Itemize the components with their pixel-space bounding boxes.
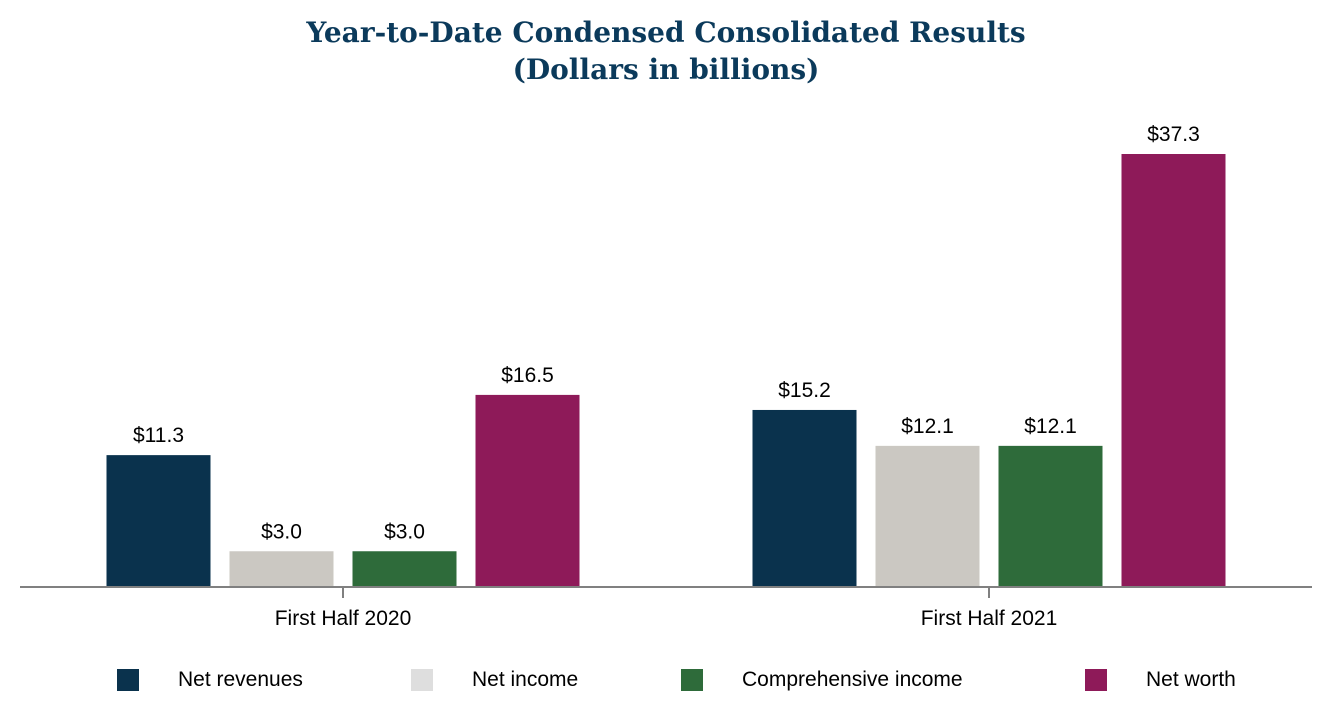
x-tick-label: First Half 2021 xyxy=(921,607,1058,630)
x-tick-label: First Half 2020 xyxy=(275,607,412,630)
chart-title: Year-to-Date Condensed Consolidated Resu… xyxy=(0,14,1332,88)
bar-chart: $11.3 $3.0 $3.0 $16.5 $15.2 $12.1 $12.1 $37.3 F… xyxy=(20,123,1312,630)
data-label: $3.0 xyxy=(384,520,425,543)
legend-swatch xyxy=(117,669,139,691)
chart-subtitle: (Dollars in billions) xyxy=(512,53,820,86)
bar-net-income-0 xyxy=(229,551,334,586)
legend-item: Net revenues xyxy=(0,666,1332,694)
data-label: $15.2 xyxy=(778,379,831,402)
legend: Net revenues Net income Comprehensive inco… xyxy=(0,666,1332,694)
legend-label: Net income xyxy=(472,668,579,691)
data-label: $16.5 xyxy=(501,364,554,387)
data-label: $12.1 xyxy=(1024,415,1077,438)
data-label: $3.0 xyxy=(261,520,302,543)
bar-net-revenues-1 xyxy=(752,409,857,586)
legend-label: Net revenues xyxy=(178,668,303,691)
x-axis-ticks xyxy=(342,587,990,598)
bar-net-revenues-0 xyxy=(106,455,211,586)
legend-item: Net worth xyxy=(0,666,1332,694)
bars-layer xyxy=(106,154,1226,586)
bar-net-worth-0 xyxy=(475,394,580,586)
chart-title-line: Year-to-Date Condensed Consolidated Resu… xyxy=(306,16,1026,49)
legend-label: Comprehensive income xyxy=(742,668,963,691)
legend-swatch xyxy=(1085,669,1107,691)
bar-net-income-1 xyxy=(875,445,980,586)
x-axis-labels: First Half 2020 First Half 2021 xyxy=(275,607,1058,630)
legend-swatch xyxy=(681,669,703,691)
data-label: $12.1 xyxy=(901,415,954,438)
legend-item: Net income xyxy=(0,666,1332,694)
bar-net-worth-1 xyxy=(1121,154,1226,586)
bar-comprehensive-income-0 xyxy=(352,551,457,586)
legend-item: Comprehensive income xyxy=(0,666,1332,694)
data-label: $11.3 xyxy=(133,424,184,447)
bar-comprehensive-income-1 xyxy=(998,445,1103,586)
data-labels-layer: $11.3 $3.0 $3.0 $16.5 $15.2 $12.1 $12.1 $37.3 xyxy=(133,123,1200,543)
data-label: $37.3 xyxy=(1147,123,1200,146)
legend-label: Net worth xyxy=(1146,668,1236,691)
legend-swatch xyxy=(411,669,433,691)
